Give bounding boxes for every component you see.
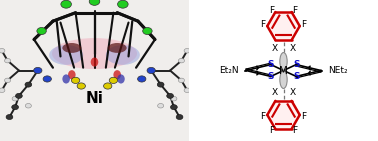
Text: F: F bbox=[293, 6, 298, 15]
Text: X: X bbox=[290, 88, 296, 97]
Circle shape bbox=[25, 82, 32, 87]
Text: F: F bbox=[293, 126, 298, 135]
Circle shape bbox=[109, 77, 118, 83]
Ellipse shape bbox=[68, 70, 76, 79]
Ellipse shape bbox=[106, 45, 140, 65]
Circle shape bbox=[167, 93, 174, 98]
Text: X: X bbox=[271, 44, 277, 53]
Text: X: X bbox=[290, 44, 296, 53]
Circle shape bbox=[5, 58, 11, 63]
Polygon shape bbox=[267, 101, 300, 129]
Circle shape bbox=[184, 88, 190, 92]
Circle shape bbox=[25, 103, 31, 108]
Ellipse shape bbox=[49, 45, 83, 65]
Text: S: S bbox=[293, 60, 299, 69]
Text: NEt₂: NEt₂ bbox=[328, 66, 348, 75]
Ellipse shape bbox=[280, 52, 287, 70]
Circle shape bbox=[184, 49, 190, 53]
Text: F: F bbox=[260, 112, 266, 121]
Circle shape bbox=[12, 105, 19, 110]
Circle shape bbox=[12, 96, 18, 101]
Text: M: M bbox=[279, 66, 288, 75]
Ellipse shape bbox=[280, 71, 287, 89]
Ellipse shape bbox=[113, 70, 121, 79]
Circle shape bbox=[104, 83, 112, 89]
Circle shape bbox=[89, 0, 100, 5]
Text: Et₂N: Et₂N bbox=[219, 66, 239, 75]
Text: S: S bbox=[268, 72, 274, 81]
Circle shape bbox=[0, 49, 5, 53]
Text: F: F bbox=[301, 20, 307, 29]
Ellipse shape bbox=[62, 43, 81, 53]
Circle shape bbox=[178, 58, 184, 63]
Circle shape bbox=[176, 114, 183, 120]
Circle shape bbox=[170, 105, 177, 110]
Circle shape bbox=[138, 76, 146, 82]
Circle shape bbox=[147, 67, 155, 74]
FancyBboxPatch shape bbox=[0, 0, 189, 141]
Circle shape bbox=[171, 96, 177, 101]
Circle shape bbox=[77, 83, 85, 89]
Ellipse shape bbox=[91, 57, 98, 67]
Text: S: S bbox=[268, 60, 274, 69]
Circle shape bbox=[34, 67, 42, 74]
Ellipse shape bbox=[62, 74, 70, 83]
Circle shape bbox=[5, 78, 11, 83]
Circle shape bbox=[143, 27, 152, 35]
Text: F: F bbox=[260, 20, 266, 29]
Ellipse shape bbox=[108, 43, 127, 53]
Ellipse shape bbox=[52, 38, 137, 69]
Circle shape bbox=[15, 93, 22, 98]
Circle shape bbox=[71, 77, 80, 83]
Polygon shape bbox=[267, 12, 300, 40]
Circle shape bbox=[118, 0, 128, 8]
Text: S: S bbox=[293, 72, 299, 81]
Text: Ni: Ni bbox=[85, 91, 104, 106]
Circle shape bbox=[178, 78, 184, 83]
Circle shape bbox=[43, 76, 51, 82]
Text: F: F bbox=[301, 112, 307, 121]
Circle shape bbox=[61, 0, 71, 8]
Ellipse shape bbox=[117, 74, 125, 83]
Circle shape bbox=[37, 27, 46, 35]
Text: F: F bbox=[269, 126, 274, 135]
Text: F: F bbox=[269, 6, 274, 15]
Text: X: X bbox=[271, 88, 277, 97]
Circle shape bbox=[6, 114, 13, 120]
Circle shape bbox=[0, 88, 5, 92]
Circle shape bbox=[157, 82, 164, 87]
Circle shape bbox=[158, 103, 164, 108]
